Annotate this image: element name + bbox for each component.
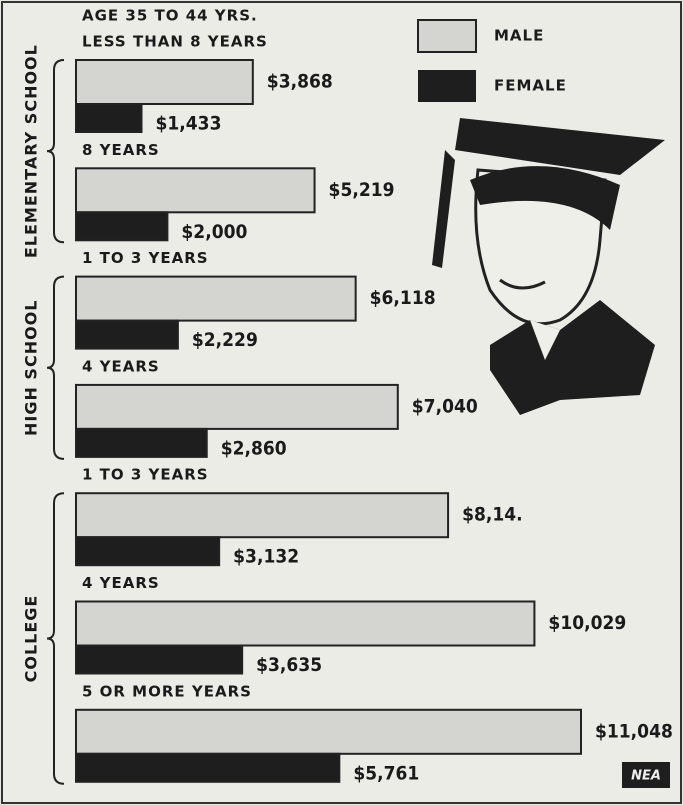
- bar: [76, 754, 339, 782]
- logo: NEA: [631, 769, 661, 784]
- value-label: $10,029: [548, 612, 626, 634]
- value-label: $3,635: [256, 654, 322, 676]
- value-label: $8,14.: [462, 504, 523, 526]
- category-label: 1 TO 3 YEARS: [82, 466, 209, 484]
- category-label: 4 YEARS: [82, 574, 160, 592]
- bar: [76, 168, 315, 212]
- group-label: HIGH SCHOOL: [22, 300, 41, 437]
- value-label: $2,000: [181, 221, 247, 243]
- chart: AGE 35 TO 44 YRS. MALE FEMALE NEA LESS T…: [0, 0, 683, 805]
- category-label: 5 OR MORE YEARS: [82, 682, 252, 700]
- category-label: 8 YEARS: [82, 141, 160, 159]
- value-label: $1,433: [156, 113, 222, 135]
- category-label: 4 YEARS: [82, 357, 160, 375]
- value-label: $3,132: [233, 546, 299, 568]
- bar: [76, 60, 253, 104]
- legend-label: MALE: [494, 27, 544, 45]
- legend-swatch: [418, 70, 476, 102]
- bar: [76, 493, 448, 537]
- bar: [76, 212, 167, 240]
- bar: [76, 429, 207, 457]
- bar: [76, 385, 398, 429]
- value-label: $7,040: [412, 395, 478, 417]
- value-label: $2,229: [192, 329, 258, 351]
- value-label: $3,868: [267, 71, 333, 93]
- category-label: LESS THAN 8 YEARS: [82, 33, 268, 51]
- category-label: 1 TO 3 YEARS: [82, 249, 209, 267]
- value-label: $5,761: [353, 762, 419, 784]
- bar: [76, 277, 356, 321]
- value-label: $5,219: [329, 179, 395, 201]
- legend-label: FEMALE: [494, 77, 567, 95]
- group-label: COLLEGE: [22, 595, 41, 683]
- legend-swatch: [418, 20, 476, 52]
- bar: [76, 710, 581, 754]
- bar: [76, 646, 242, 674]
- value-label: $2,860: [221, 437, 287, 459]
- chart-title: AGE 35 TO 44 YRS.: [82, 7, 258, 25]
- value-label: $6,118: [370, 287, 436, 309]
- bar: [76, 321, 178, 349]
- bar: [76, 104, 142, 132]
- bar: [76, 602, 534, 646]
- bar: [76, 537, 219, 565]
- group-label: ELEMENTARY SCHOOL: [22, 44, 41, 258]
- value-label: $11,048: [595, 720, 673, 742]
